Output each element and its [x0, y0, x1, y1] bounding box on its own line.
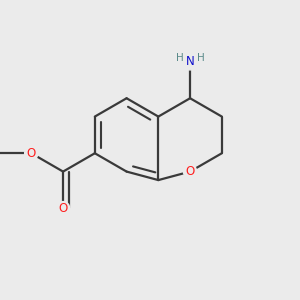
Text: N: N [186, 55, 194, 68]
Circle shape [56, 202, 70, 215]
Text: O: O [58, 202, 68, 215]
Circle shape [182, 53, 198, 70]
Text: H: H [176, 53, 183, 63]
Circle shape [183, 165, 197, 178]
Text: H: H [197, 53, 205, 63]
Circle shape [25, 147, 38, 160]
Text: O: O [185, 165, 195, 178]
Text: O: O [27, 147, 36, 160]
